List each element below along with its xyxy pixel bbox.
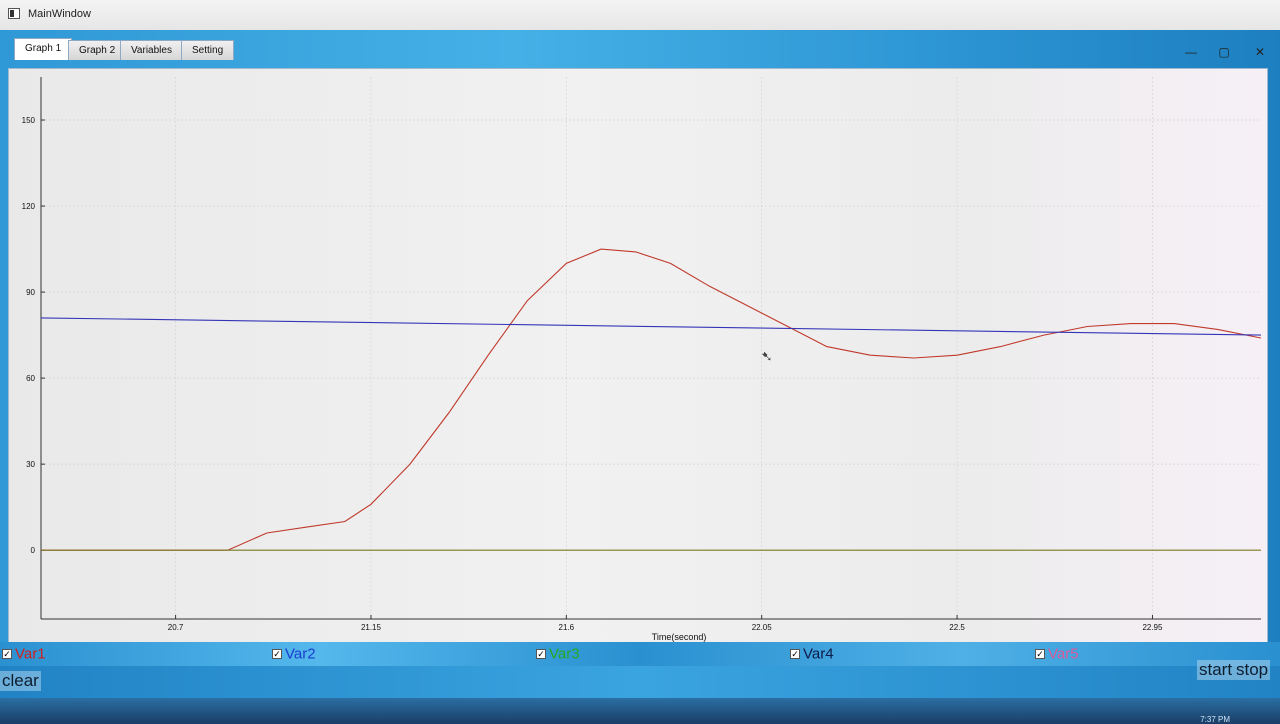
y-tick-label: 120 <box>22 202 36 211</box>
taskbar: 7:37 PM <box>0 698 1280 724</box>
y-tick-label: 30 <box>26 460 35 469</box>
tab-variables[interactable]: Variables <box>120 40 183 60</box>
main-window: Graph 1 Graph 2 Variables Setting — ▢ ✕ … <box>0 30 1280 712</box>
checkbox-var3[interactable]: ✓ <box>536 648 546 659</box>
checkbox-var1[interactable]: ✓ <box>2 648 12 659</box>
app-icon <box>8 8 20 19</box>
checkbox-var5[interactable]: ✓ <box>1035 648 1045 659</box>
y-tick-label: 90 <box>26 288 35 297</box>
maximize-icon[interactable]: ▢ <box>1218 45 1230 59</box>
tab-graph-1[interactable]: Graph 1 <box>14 38 73 60</box>
legend-item-var5[interactable]: ✓ Var5 <box>1035 645 1079 663</box>
start-button[interactable]: start <box>1197 660 1235 680</box>
legend-item-var3[interactable]: ✓ Var3 <box>536 645 580 663</box>
minimize-icon[interactable]: — <box>1185 45 1197 59</box>
y-tick-label: 60 <box>26 374 35 383</box>
checkbox-var4[interactable]: ✓ <box>790 648 800 659</box>
legend-label-var4: Var4 <box>803 645 834 663</box>
mouse-pointer-icon: ➷ <box>761 349 773 365</box>
x-tick-label: 20.7 <box>168 623 184 632</box>
series-legend: ✓ Var1 ✓ Var2 ✓ Var3 ✓ Var4 ✓ Var5 <box>0 642 1280 666</box>
legend-item-var4[interactable]: ✓ Var4 <box>790 645 834 663</box>
x-tick-label: 21.6 <box>559 623 575 632</box>
y-tick-label: 0 <box>31 546 36 555</box>
line-chart: 0 30 60 90 120 150 20.7 21.15 21.6 22.05 22.5 22.95… <box>22 77 1262 642</box>
legend-item-var1[interactable]: ✓ Var1 <box>2 645 46 663</box>
window-title: MainWindow <box>28 8 91 20</box>
checkbox-var2[interactable]: ✓ <box>272 648 282 659</box>
x-tick-label: 22.05 <box>752 623 773 632</box>
x-tick-label: 21.15 <box>361 623 382 632</box>
legend-label-var2: Var2 <box>285 645 316 663</box>
window-titlebar: MainWindow <box>0 0 1280 31</box>
tab-graph-2[interactable]: Graph 2 <box>68 40 127 60</box>
legend-label-var3: Var3 <box>549 645 580 663</box>
control-bar: clear start stop <box>0 660 1280 698</box>
plot-area[interactable]: 0 30 60 90 120 150 20.7 21.15 21.6 22.05 22.5 22.95… <box>8 68 1268 648</box>
legend-label-var5: Var5 <box>1048 645 1079 663</box>
y-tick-label: 150 <box>22 116 36 125</box>
stop-button[interactable]: stop <box>1234 660 1271 680</box>
x-tick-label: 22.95 <box>1142 623 1163 632</box>
close-icon[interactable]: ✕ <box>1254 45 1266 59</box>
clear-button[interactable]: clear <box>0 671 41 691</box>
legend-item-var2[interactable]: ✓ Var2 <box>272 645 316 663</box>
x-axis-title: Time(second) <box>652 632 707 642</box>
x-tick-label: 22.5 <box>949 623 965 632</box>
series-line-var2 <box>40 317 1262 336</box>
legend-label-var1: Var1 <box>15 645 46 663</box>
tab-setting[interactable]: Setting <box>181 40 235 60</box>
taskbar-clock: 7:37 PM <box>1200 715 1230 724</box>
series-line-var1 <box>41 248 1262 551</box>
